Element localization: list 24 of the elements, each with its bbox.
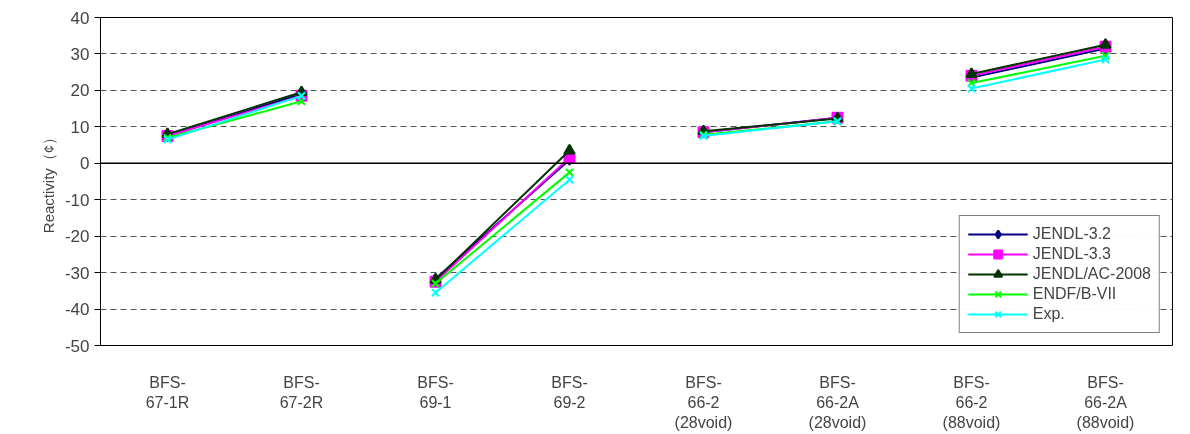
legend-label: ENDF/B-VII: [1032, 284, 1117, 304]
y-tick-label: -30: [64, 263, 90, 283]
x-tick-label: BFS- 66-2 (28void): [674, 373, 733, 432]
y-tick-label: 20: [70, 81, 90, 101]
x-tick-label: BFS- 66-2A (88void): [1076, 373, 1135, 432]
x-tick-label: BFS- 67-2R: [279, 373, 324, 411]
y-tick-label: 40: [70, 8, 90, 28]
y-tick-label: -40: [64, 300, 90, 320]
y-tick-label: 30: [70, 44, 90, 64]
y-tick-label: 10: [70, 117, 90, 137]
x-tick-label: BFS- 66-2A (28void): [808, 373, 867, 432]
legend-label: JENDL-3.3: [1032, 244, 1111, 264]
y-tick-label: -10: [64, 190, 90, 210]
x-tick-label: BFS- 67-1R: [145, 373, 190, 411]
y-tick-label: -20: [64, 227, 90, 247]
legend-label: Exp.: [1032, 304, 1065, 324]
x-tick-label: BFS- 69-1: [417, 373, 454, 411]
x-tick-label: BFS- 66-2 (88void): [942, 373, 1001, 432]
y-tick-label: 0: [80, 154, 90, 174]
y-axis-title: Reactivity（¢）: [39, 129, 57, 234]
y-tick-label: -50: [64, 336, 90, 356]
legend-label: JENDL/AC-2008: [1032, 264, 1151, 284]
legend-label: JENDL-3.2: [1032, 224, 1111, 244]
x-tick-label: BFS- 69-2: [551, 373, 588, 411]
